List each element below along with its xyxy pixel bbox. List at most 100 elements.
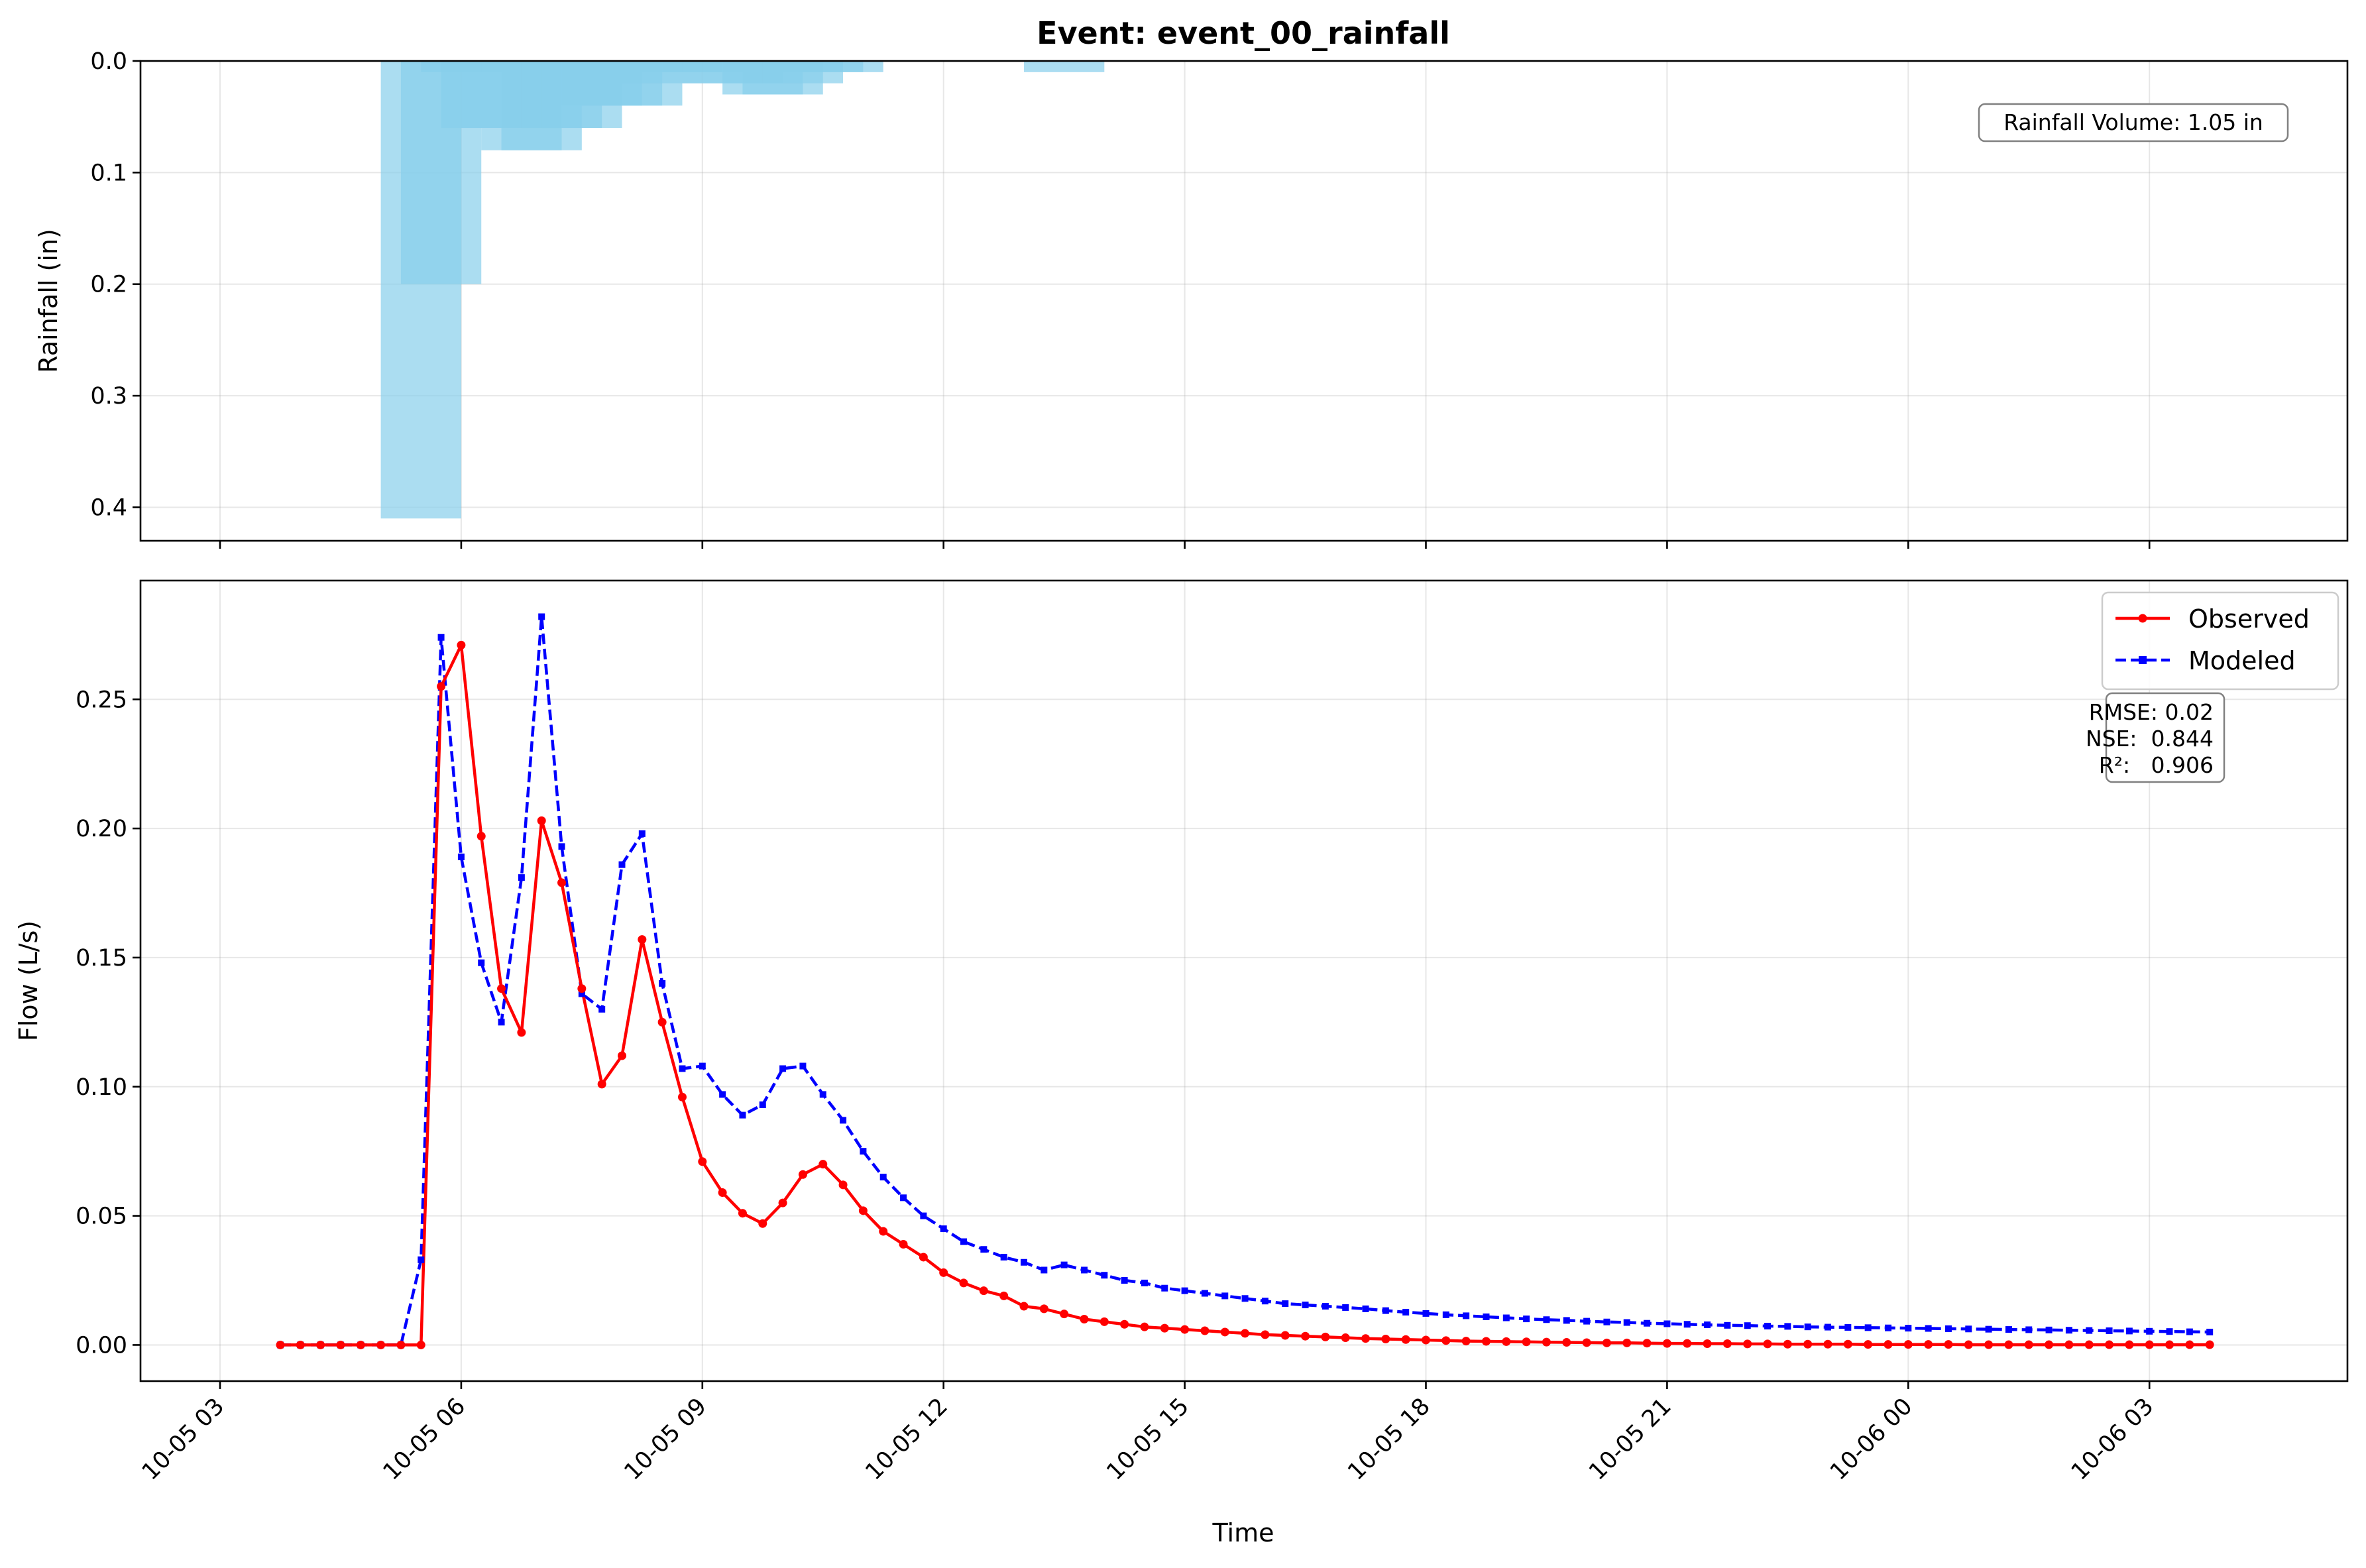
modeled-point [1241,1295,1249,1302]
observed-point [959,1278,968,1288]
flow-y-tick-label: 0.25 [76,687,127,713]
modeled-point [1944,1325,1952,1332]
nse-statistic: NSE: 0.844 [2086,726,2214,752]
observed-point [1783,1339,1792,1349]
modeled-point [920,1212,927,1219]
r2-statistic: R²: 0.906 [2099,752,2214,778]
observed-point [879,1227,888,1236]
observed-point [1662,1339,1671,1348]
observed-point [718,1188,727,1198]
rainfall-y-tick-label: 0.2 [90,272,127,298]
modeled-point [1483,1313,1490,1320]
legend-observed-label: Observed [2188,604,2310,634]
modeled-point [1925,1325,1932,1332]
observed-point [677,1092,687,1101]
observed-point [1944,1340,1953,1349]
observed-point [638,935,647,944]
rainfall-y-tick-label: 0.0 [90,48,127,75]
rainfall-bar [803,61,883,72]
flow-y-tick-label: 0.05 [76,1204,127,1230]
observed-point [1542,1337,1551,1347]
fit-statistics-box: RMSE: 0.02 NSE: 0.844 R²: 0.906 [2086,692,2225,783]
observed-point [1843,1339,1852,1349]
modeled-point [719,1091,726,1098]
observed-point [477,832,486,841]
observed-point [2084,1340,2094,1349]
modeled-point [2125,1327,2133,1335]
rainfall-y-tick-label: 0.4 [90,494,127,521]
observed-point [1964,1340,1973,1349]
modeled-point [1985,1325,1992,1333]
observed-point [416,1340,425,1349]
rainfall-volume-box: Rainfall Volume: 1.05 in [1978,103,2289,142]
observed-point [1401,1335,1410,1344]
modeled-point [1000,1253,1007,1260]
observed-point [1301,1331,1310,1341]
modeled-point [1784,1323,1791,1330]
modeled-point [2065,1327,2072,1334]
modeled-point [1563,1317,1570,1324]
observed-point [457,640,466,649]
legend: Observed Modeled [2101,591,2339,691]
modeled-point [518,874,525,881]
observed-point [979,1286,988,1296]
modeled-point [1080,1266,1088,1274]
modeled-point [2146,1327,2153,1335]
observed-point [1562,1338,1571,1347]
flow-panel: 10-05 03 10-05 06 10-05 09 10-05 12 10-05 15… [14,579,2349,1547]
observed-point [1280,1331,1290,1340]
modeled-point [2106,1327,2113,1335]
observed-point [1361,1334,1371,1343]
modeled-point [1060,1261,1068,1268]
modeled-point [1342,1304,1349,1311]
modeled-point [1261,1298,1268,1305]
observed-point [1864,1340,1873,1349]
modeled-point [1282,1300,1289,1308]
observed-point [1220,1327,1229,1337]
modeled-point [618,861,626,868]
observed-point [577,984,587,993]
modeled-point [478,959,485,966]
modeled-point [1201,1290,1208,1297]
modeled-point [1603,1318,1610,1325]
modeled-point [1764,1322,1772,1329]
observed-point [1200,1326,1210,1335]
modeled-point [1181,1287,1188,1294]
modeled-point [739,1111,746,1119]
modeled-point [2005,1326,2012,1333]
observed-point [1502,1337,1511,1346]
observed-point [2105,1340,2114,1349]
observed-point [1321,1332,1330,1341]
observed-point [1060,1310,1069,1319]
observed-point [316,1340,325,1349]
modeled-point [1644,1319,1651,1327]
observed-point [1884,1340,1893,1349]
modeled-point [1101,1272,1108,1279]
observed-point [1381,1334,1390,1343]
observed-point [2024,1340,2033,1349]
observed-point [1763,1339,1772,1349]
modeled-point [2206,1328,2214,1335]
modeled-point [1161,1284,1168,1292]
modeled-point [1724,1321,1731,1329]
observed-point [1683,1339,1692,1348]
rmse-statistic: RMSE: 0.02 [2089,699,2214,725]
observed-point [1241,1329,1250,1338]
modeled-point [418,1256,425,1263]
modeled-point [799,1062,807,1070]
rainfall-bar [1024,61,1105,72]
modeled-point [940,1225,947,1233]
observed-point [2064,1340,2074,1349]
observed-point [437,682,446,691]
observed-point [597,1080,606,1089]
modeled-point [2186,1328,2193,1335]
modeled-point [1825,1323,1831,1331]
modeled-point [2166,1328,2173,1335]
flow-y-tick-label: 0.00 [76,1332,127,1359]
observed-point [276,1340,285,1349]
modeled-point [1362,1305,1369,1312]
legend-modeled-label: Modeled [2188,646,2296,675]
flow-series-markers [276,613,2214,1349]
modeled-point [1683,1321,1691,1328]
